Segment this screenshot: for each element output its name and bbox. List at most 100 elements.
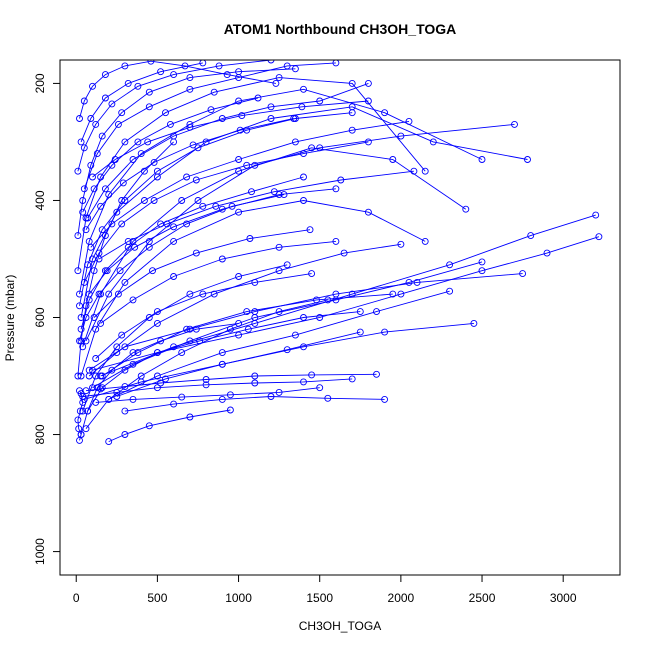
data-point [348,126,356,134]
series-line-40 [101,293,393,377]
data-point [129,296,137,304]
data-point [145,314,153,321]
data-point [90,267,98,275]
data-point [101,71,109,79]
series-line-1 [77,390,84,441]
data-point [134,82,142,90]
data-point [82,226,90,234]
data-point [79,208,87,216]
data-point [356,308,364,316]
series-line-33 [100,240,336,324]
data-point [82,387,90,395]
data-point [80,395,88,403]
series-line-39 [79,194,285,342]
series-line-31 [87,311,361,412]
data-point [251,372,259,380]
data-point [381,328,389,336]
data-point [113,388,121,396]
data-point [98,132,106,140]
data-point [212,202,220,210]
data-point [80,278,88,286]
data-point [192,325,200,333]
data-point [129,349,137,357]
data-point [113,208,121,216]
data-point [121,343,129,351]
data-point [275,243,283,251]
series-line-5 [108,409,231,443]
data-point [243,161,251,169]
data-point [153,167,161,175]
data-point [183,173,191,181]
data-point [153,384,161,392]
data-point [235,331,243,339]
data-point [79,407,87,415]
data-point [189,141,197,149]
data-point [105,191,113,199]
data-point [118,220,126,228]
series-line-25 [82,264,288,412]
data-point [79,197,87,204]
data-point [275,74,283,82]
data-point [157,68,165,76]
data-point [300,197,307,204]
data-point [300,173,307,181]
data-point [511,120,518,128]
data-point [74,372,82,380]
data-point [129,395,137,403]
data-point [145,422,153,430]
data-point [116,267,124,275]
data-point [76,115,83,122]
data-point [300,314,307,321]
data-point [82,314,90,321]
data-point [332,60,340,67]
data-point [144,138,152,146]
data-point [519,270,527,278]
data-point [98,384,106,392]
data-point [527,232,535,240]
data-point [421,237,429,245]
data-point [199,60,207,67]
data-point [119,179,127,187]
data-point [153,319,161,327]
data-point [290,115,298,122]
series-line-34 [82,97,259,213]
series-line-42 [85,118,294,230]
data-point [373,370,380,378]
data-point [308,270,316,278]
data-point [337,176,345,184]
data-point [332,185,340,193]
data-point [93,384,101,392]
data-point [150,158,158,166]
series-line-6 [124,396,385,412]
data-point [316,144,324,152]
data-point [298,103,306,111]
series-line-28 [83,141,369,283]
data-point [89,366,96,374]
data-point [275,388,283,396]
data-point [80,97,88,105]
data-point [186,290,194,298]
series-line-4 [95,387,320,403]
data-point [90,314,98,321]
data-point [121,138,129,146]
data-point [92,398,100,406]
data-point [114,290,122,298]
data-point [210,88,218,96]
data-point [300,343,307,351]
y-tick-label: 400 [33,190,47,210]
data-point [153,349,161,357]
series-line-32 [95,273,312,359]
data-point [170,237,178,245]
series-line-20 [116,331,361,397]
data-point [157,337,165,345]
data-point [97,173,105,181]
data-point [595,233,603,241]
data-point [76,290,83,298]
data-point [77,325,85,333]
data-point [89,173,96,181]
data-point [348,79,356,87]
data-point [413,278,421,286]
data-point [178,349,186,357]
series-points [74,60,603,446]
x-tick-label: 2000 [388,591,415,605]
